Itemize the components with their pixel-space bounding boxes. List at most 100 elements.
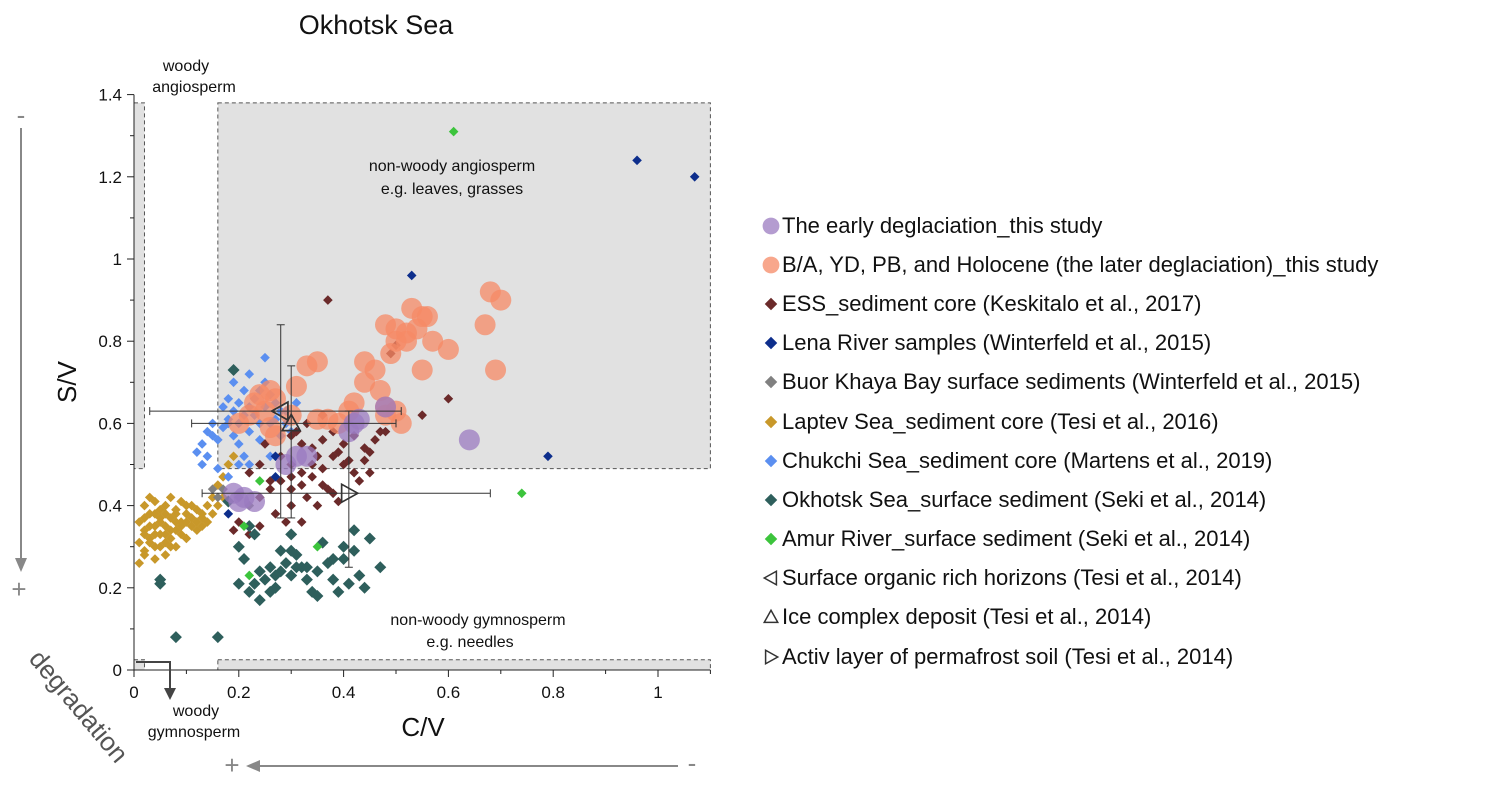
data-point xyxy=(211,631,224,644)
data-point xyxy=(139,500,150,511)
data-point xyxy=(543,451,553,462)
data-point xyxy=(213,435,223,445)
legend-label: Chukchi Sea_sediment core (Martens et al… xyxy=(782,447,1273,473)
data-point xyxy=(369,380,391,402)
data-point xyxy=(365,447,375,457)
data-point xyxy=(223,393,234,404)
legend-marker xyxy=(760,332,782,354)
data-point xyxy=(358,581,371,594)
data-point xyxy=(254,476,265,486)
legend-marker-shape xyxy=(762,256,780,274)
data-point xyxy=(244,467,255,478)
data-point xyxy=(244,570,255,581)
data-point xyxy=(317,435,328,445)
data-point xyxy=(354,476,365,486)
data-point xyxy=(239,521,249,531)
data-point xyxy=(323,295,333,305)
legend-marker xyxy=(760,646,782,668)
legend-marker-icon xyxy=(764,454,778,467)
legend-marker-icon xyxy=(762,217,780,234)
data-point xyxy=(171,541,181,552)
data-point xyxy=(264,388,286,410)
legend-marker-icon xyxy=(762,570,778,587)
data-point xyxy=(171,517,181,527)
data-point xyxy=(333,447,344,457)
region-non-woody-angiosperm xyxy=(217,102,711,470)
woody-gymnosperm-pointer xyxy=(136,661,171,690)
data-point xyxy=(364,359,386,381)
legend-marker-icon xyxy=(764,493,778,507)
data-point xyxy=(422,330,444,352)
data-point xyxy=(150,554,160,564)
data-point xyxy=(348,524,361,537)
data-point xyxy=(300,561,313,574)
data-point xyxy=(448,126,459,137)
data-point xyxy=(234,459,244,470)
data-point xyxy=(348,544,361,557)
legend-item: Okhotsk Sea_surface sediment (Seki et al… xyxy=(760,480,1495,519)
data-point xyxy=(223,472,234,482)
legend-label: ESS_sediment core (Keskitalo et al., 201… xyxy=(782,290,1202,316)
legend-item: Amur River_surface sediment (Seki et al.… xyxy=(760,520,1495,559)
data-point xyxy=(150,496,160,507)
legend-label: The early deglaciation_this study xyxy=(782,212,1103,238)
data-point xyxy=(223,459,234,470)
y-tick-label: 1 xyxy=(113,250,122,269)
data-point xyxy=(155,529,165,540)
data-point xyxy=(348,408,370,430)
region-label-non-woody-gymnosperm-2: e.g. needles xyxy=(426,634,513,651)
legend-label: Surface organic rich horizons (Tesi et a… xyxy=(782,565,1242,591)
data-point xyxy=(323,484,333,494)
data-point xyxy=(144,537,155,548)
data-point xyxy=(370,435,380,445)
y-axis-label: S/V xyxy=(52,360,82,403)
data-point xyxy=(365,467,375,478)
data-point xyxy=(327,553,340,566)
legend-marker-icon xyxy=(764,648,780,665)
data-point xyxy=(234,517,244,527)
data-point xyxy=(165,525,176,536)
data-point xyxy=(285,528,298,541)
data-point xyxy=(218,472,228,482)
data-point xyxy=(176,529,186,540)
data-point xyxy=(139,513,150,523)
data-point xyxy=(689,172,700,182)
data-point xyxy=(265,476,276,486)
region-woody-angiosperm xyxy=(133,102,145,470)
data-point xyxy=(270,509,281,519)
data-point xyxy=(223,509,234,519)
horizontal-plus-sign: + xyxy=(224,750,239,780)
legend-label: B/A, YD, PB, and Holocene (the later deg… xyxy=(782,251,1379,277)
data-point xyxy=(171,504,181,515)
data-point xyxy=(632,155,642,166)
data-point xyxy=(270,472,281,482)
data-point xyxy=(416,306,438,328)
legend-marker-icon xyxy=(764,376,778,389)
data-point xyxy=(139,550,150,560)
legend-marker-shape xyxy=(762,609,780,624)
data-point xyxy=(254,459,265,470)
legend-marker xyxy=(760,293,782,315)
data-point xyxy=(213,500,223,511)
legend-marker-icon xyxy=(764,532,778,546)
data-point xyxy=(296,480,307,490)
data-point xyxy=(317,463,328,474)
legend-item: Buor Khaya Bay surface sediments (Winter… xyxy=(760,363,1495,402)
data-point xyxy=(327,573,340,586)
data-point xyxy=(228,490,250,512)
y-tick-label: 0.4 xyxy=(98,497,122,516)
data-point xyxy=(160,509,171,519)
vertical-minus-sign: - xyxy=(17,100,26,130)
data-point xyxy=(139,529,150,540)
data-point xyxy=(311,565,324,578)
data-point xyxy=(302,492,312,503)
data-point xyxy=(218,484,228,494)
data-point xyxy=(150,509,160,519)
data-point xyxy=(144,521,155,531)
data-point xyxy=(260,352,270,363)
data-point xyxy=(218,492,228,503)
y-tick-label: 0.6 xyxy=(98,414,122,433)
data-point xyxy=(254,435,265,445)
data-point xyxy=(340,482,360,504)
legend-item: Chukchi Sea_sediment core (Martens et al… xyxy=(760,441,1495,480)
